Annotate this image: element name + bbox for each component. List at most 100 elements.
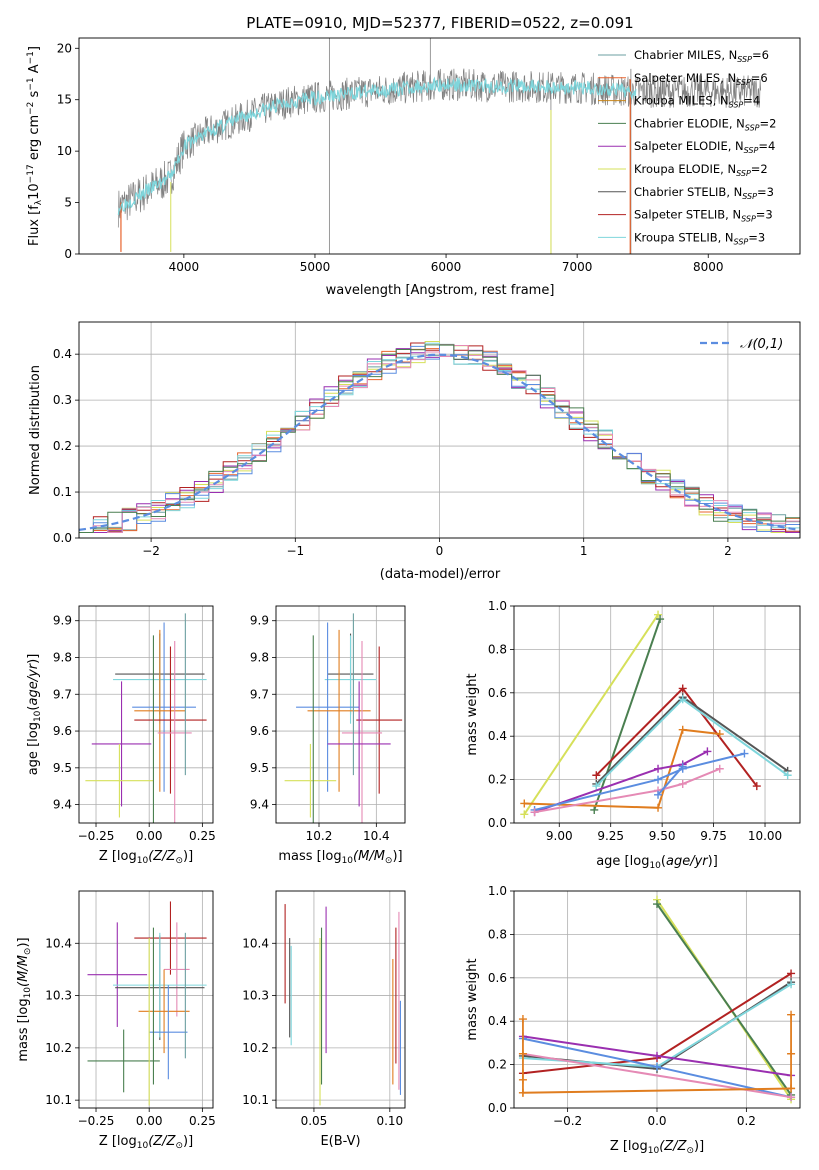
y-axis-label-part: ⊙ [23,948,33,956]
x-tick-label: 0.25 [189,829,216,843]
grid [276,891,405,1108]
weight-marker [653,1051,661,1060]
legend-sub: SSP [734,237,749,246]
x-tick-label: 7000 [562,260,593,274]
weight-marker [715,764,724,773]
y-axis-label-part: )] [16,937,31,947]
y-axis-label-part: 10 [23,987,33,999]
y-axis-label-part: 10 [27,183,42,200]
x-axis-label: (data-model)/error [380,567,501,582]
legend-sub: SSP [737,55,752,64]
axes-frame [513,605,801,824]
legend-sub: SSP [736,78,751,87]
y-axis-label-part: −17 [26,164,36,183]
x-tick-label: 1 [580,544,588,558]
weight-marker [715,730,724,739]
x-axis-label: Z [log10(Z/Z⊙)] [99,849,193,866]
y-tick-label: 9.4 [53,798,72,812]
x-axis-label-part: )] [183,849,193,864]
y-axis-label-part: (M/M [16,955,31,987]
y-tick-label: 9.9 [53,614,72,628]
grid [79,606,213,823]
y-tick-label: 1.0 [488,599,507,613]
legend-entry: Salpeter MILES, NSSP=6 [634,71,768,87]
y-axis-label: mass weight [465,673,480,755]
y-tick-label: 10.4 [242,936,269,950]
legend-label: Kroupa ELODIE, N [634,162,736,176]
weight-marker [654,764,663,773]
weight-marker [592,771,601,780]
legend-tail: =3 [756,208,773,222]
x-tick-label: 6000 [431,260,462,274]
y-tick-label: 0.6 [488,971,507,985]
x-axis-label-part: ⊙ [175,1141,183,1151]
edge-marker [518,1049,527,1058]
weight-line [534,750,708,814]
edge-marker [787,1084,796,1093]
y-tick-label: 9.5 [250,761,269,775]
weight-marker [740,749,749,758]
legend-tail: =6 [752,48,769,62]
plot-area [284,904,401,1106]
plot-area [117,38,762,254]
x-axis-label: age [log10(age/yr)] [596,854,718,871]
x-axis-label-part: (Z/Z [148,849,176,864]
y-tick-label: 0.4 [53,347,72,361]
legend-tail: =3 [757,185,774,199]
y-axis-label-part: −1 [26,51,36,64]
weight-marker [678,779,687,788]
x-axis-label-part: 10 [342,856,354,866]
x-axis-label-part: 10 [137,1141,149,1151]
y-axis-label-part: Flux [f [27,205,42,246]
y-tick-label: 9.5 [53,761,72,775]
x-tick-label: −0.25 [78,1114,115,1128]
y-tick-label: 9.8 [53,650,72,664]
weight-line [656,903,792,1096]
edge-marker [518,1015,527,1024]
legend-tail: =3 [748,230,765,244]
y-tick-label: 9.4 [250,798,269,812]
x-axis-label-part: mass [log [278,849,341,864]
y-tick-label: 9.7 [53,687,72,701]
weight-marker [654,775,663,784]
x-tick-label: 0.2 [737,1114,756,1128]
x-axis-label: E(B-V) [320,1134,360,1149]
y-tick-label: 15 [57,93,72,107]
y-tick-label: 10.3 [45,989,72,1003]
weight-line [522,1087,792,1094]
legend-sub: SSP [736,169,751,178]
x-tick-label: 0.10 [376,1114,403,1128]
legend-entry: Chabrier STELIB, NSSP=3 [634,185,774,201]
panel-residuals: −2 −1 0 1 2 0.0 0.1 0.2 0.3 0.4 𝒩(0,1) [53,321,801,558]
axes-frame [513,890,801,1109]
x-tick-label: 0 [436,544,444,558]
weight-line [523,614,659,815]
weight-marker [783,771,792,780]
x-axis-label-part: Z [log [610,1139,648,1154]
axes-frame [78,890,214,1109]
weight-marker [678,684,687,693]
plot-area [79,341,800,538]
y-tick-label: 0.0 [53,531,72,545]
y-tick-label: 9.7 [250,687,269,701]
weight-marker [654,610,663,619]
legend-sub: SSP [742,192,757,201]
weight-marker [654,790,663,799]
x-tick-label: 0.0 [647,1114,666,1128]
y-axis-label-part: −1 [26,77,36,90]
y-tick-label: 0.0 [488,816,507,830]
plot-area [284,613,403,823]
legend-tail: =4 [758,139,775,153]
model-spectrum [117,76,637,215]
panel-spectrum: 4000 5000 6000 7000 8000 0 5 10 15 20 Chabrier MIL… [57,37,801,274]
axes-frame [78,605,214,824]
legend-sub: SSP [744,146,759,155]
x-tick-label: 9.25 [597,829,624,843]
legend-entry: Kroupa ELODIE, NSSP=2 [634,162,768,178]
y-axis-label-part: ( [26,706,41,711]
y-tick-label: 0.8 [488,927,507,941]
weight-marker [678,762,687,771]
y-axis-label-part: age/yr [26,662,41,705]
legend-tail: =6 [751,71,768,85]
x-axis-label: Z [log10(Z/Z⊙)] [610,1139,704,1156]
